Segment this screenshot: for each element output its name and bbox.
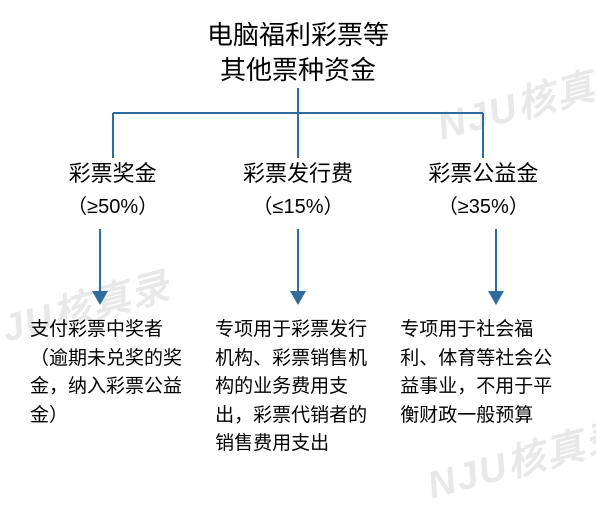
category-title: 彩票奖金 <box>20 158 205 190</box>
root-title: 电脑福利彩票等 其他票种资金 <box>0 0 596 88</box>
category-desc: 专项用于彩票发行机构、彩票销售机构的业务费用支出，彩票代销者的销售费用支出 <box>205 316 390 459</box>
tree-connectors <box>18 88 578 158</box>
category-desc: 支付彩票中奖者（逾期未兑奖的奖金，纳入彩票公益金） <box>20 316 205 459</box>
category-welfare: 彩票公益金 （≥35%） <box>391 158 576 219</box>
root-title-line2: 其他票种资金 <box>220 55 376 85</box>
categories-row: 彩票奖金 （≥50%） 彩票发行费 （≤15%） 彩票公益金 （≥35%） <box>0 158 596 219</box>
category-title: 彩票发行费 <box>205 158 390 190</box>
down-arrow-icon <box>484 229 508 305</box>
category-issue-fee: 彩票发行费 （≤15%） <box>205 158 390 219</box>
category-title: 彩票公益金 <box>391 158 576 190</box>
arrows-row <box>0 219 596 316</box>
category-percent: （≥35%） <box>391 190 576 219</box>
diagram-root: 电脑福利彩票等 其他票种资金 彩票奖金 （≥50%） 彩票发行费 （≤15%） … <box>0 0 596 459</box>
arrow-col <box>397 229 595 310</box>
descriptions-row: 支付彩票中奖者（逾期未兑奖的奖金，纳入彩票公益金） 专项用于彩票发行机构、彩票销… <box>0 316 596 459</box>
category-percent: （≥50%） <box>20 190 205 219</box>
root-title-line1: 电脑福利彩票等 <box>207 20 389 50</box>
down-arrow-icon <box>286 229 310 305</box>
category-percent: （≤15%） <box>205 190 390 219</box>
category-prize: 彩票奖金 （≥50%） <box>20 158 205 219</box>
arrow-col <box>199 229 397 310</box>
down-arrow-icon <box>88 229 112 305</box>
category-desc: 专项用于社会福利、体育等社会公益事业，不用于平衡财政一般预算 <box>390 316 575 459</box>
arrow-col <box>0 229 198 310</box>
